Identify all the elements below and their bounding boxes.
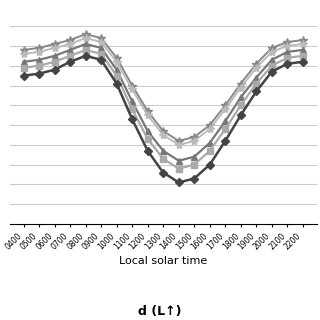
Text: d (L↑): d (L↑) — [138, 305, 182, 318]
X-axis label: Local solar time: Local solar time — [119, 256, 207, 266]
